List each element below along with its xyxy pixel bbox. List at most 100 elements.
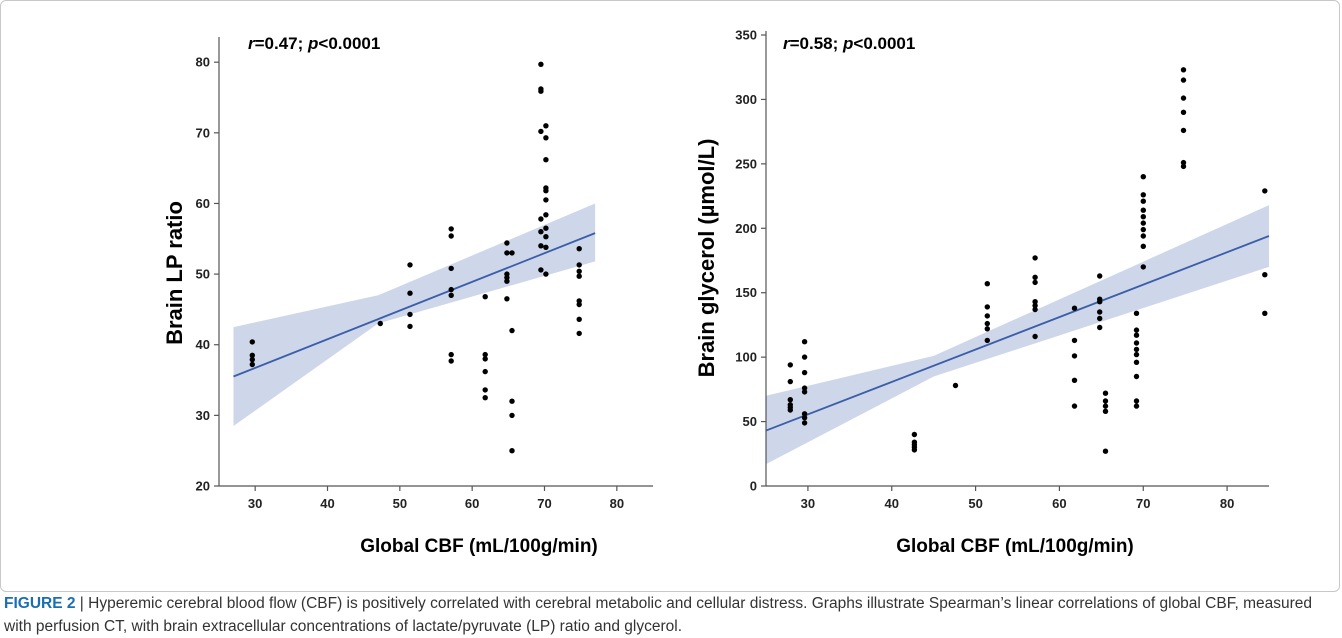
data-point [1032, 302, 1038, 309]
data-point [482, 351, 488, 358]
data-point [482, 387, 488, 393]
data-point [576, 268, 582, 274]
data-point [377, 320, 383, 327]
x-tick-label: 50 [393, 496, 407, 511]
data-point [538, 61, 544, 67]
data-point [448, 351, 454, 358]
data-point [801, 415, 808, 421]
data-point [787, 397, 793, 403]
y-tick-label: 250 [735, 156, 757, 171]
data-point [407, 311, 413, 318]
data-point [1097, 324, 1103, 331]
data-point [1032, 306, 1038, 313]
data-point [911, 431, 918, 438]
data-point [1133, 373, 1140, 380]
data-point [1133, 403, 1140, 409]
correlation-annotation: r=0.47; p<0.0001 [248, 34, 380, 53]
x-tick-label: 60 [1052, 496, 1066, 511]
y-tick-label: 0 [750, 479, 757, 494]
data-point [1071, 337, 1078, 344]
data-point [1180, 163, 1187, 170]
data-point [1140, 243, 1147, 249]
data-point [504, 278, 510, 284]
y-tick-label: 50 [743, 414, 757, 429]
data-point [543, 188, 549, 194]
data-point [1180, 159, 1187, 166]
data-point [1097, 273, 1103, 279]
data-point [482, 294, 488, 300]
data-point [538, 88, 544, 94]
chart-glycerol: Brain glycerol (µmol/L) Global CBF (mL/1… [694, 28, 1270, 557]
data-point [801, 389, 808, 395]
data-point [504, 250, 510, 256]
data-point [543, 225, 549, 231]
y-tick-label: 50 [196, 267, 210, 282]
x-axis-title: Global CBF (mL/100g/min) [360, 536, 598, 557]
y-axis-title: Brain LP ratio [162, 201, 187, 345]
y-tick-label: 100 [735, 350, 757, 365]
confidence-band [766, 205, 1269, 465]
data-point [1140, 198, 1147, 204]
y-tick-label: 60 [196, 196, 210, 211]
data-point [952, 382, 959, 389]
data-point [448, 265, 454, 272]
data-point [1097, 309, 1103, 315]
data-point [1140, 207, 1147, 213]
data-point [543, 271, 549, 277]
data-point [448, 358, 454, 364]
data-point [1262, 310, 1268, 316]
regression-line [233, 232, 596, 378]
data-point [801, 385, 808, 391]
data-point [482, 368, 488, 375]
x-tick-label: 60 [465, 496, 479, 511]
data-point [1140, 220, 1147, 226]
x-tick-label: 70 [537, 496, 551, 511]
x-tick-label: 40 [320, 496, 334, 511]
regression-line [765, 235, 1270, 432]
y-tick-label: 70 [196, 125, 210, 140]
data-point [1102, 448, 1109, 454]
data-point [576, 262, 582, 268]
data-point [1140, 192, 1147, 198]
data-point [984, 313, 990, 319]
figure-canvas: Brain LP ratio Global CBF (mL/100g/min) … [162, 28, 1270, 557]
data-point [801, 339, 808, 345]
data-point [1180, 127, 1187, 134]
x-tick-label: 70 [1136, 496, 1150, 511]
data-point [1071, 305, 1078, 311]
data-point [1032, 279, 1038, 286]
data-point [576, 330, 582, 337]
data-point [543, 212, 549, 218]
p-symbol: p [307, 34, 318, 53]
figure-caption: FIGURE 2 | Hyperemic cerebral blood flow… [4, 592, 1338, 638]
data-point [543, 157, 549, 163]
data-point [801, 411, 808, 417]
p-value: <0.0001 [318, 34, 380, 53]
x-tick-label: 50 [968, 496, 982, 511]
data-point [984, 326, 990, 332]
r-value: =0.58; [790, 34, 843, 53]
y-tick-label: 150 [735, 285, 757, 300]
data-point [543, 234, 549, 240]
data-point [1133, 398, 1140, 404]
data-point [1262, 272, 1268, 278]
y-tick-label: 30 [196, 408, 210, 423]
data-point [543, 135, 549, 141]
data-point [1071, 403, 1078, 409]
data-point [1140, 214, 1147, 220]
y-tick-label: 350 [735, 28, 757, 43]
r-value: =0.47; [255, 34, 308, 53]
y-tick-label: 80 [196, 55, 210, 70]
data-point [1140, 174, 1147, 180]
data-point [984, 320, 990, 327]
data-point [576, 316, 582, 322]
data-point [1133, 327, 1140, 333]
caption-text: Hyperemic cerebral blood flow (CBF) is p… [4, 595, 1312, 635]
data-point [787, 362, 793, 368]
data-point [1140, 226, 1147, 233]
data-point [1032, 274, 1038, 280]
data-point [984, 304, 990, 310]
data-point [407, 262, 413, 268]
x-tick-label: 30 [801, 496, 815, 511]
data-point [249, 361, 255, 368]
